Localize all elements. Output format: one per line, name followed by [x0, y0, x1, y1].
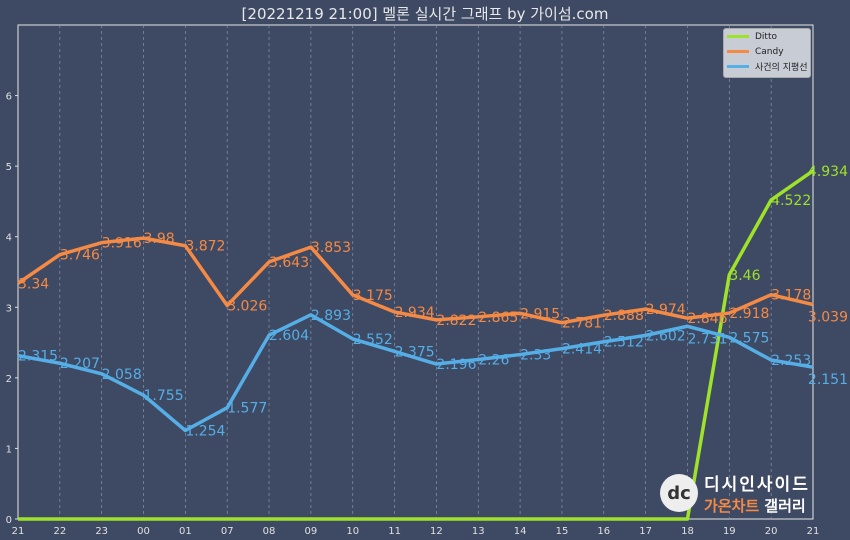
data-label: 2.822 [436, 313, 476, 329]
data-label: 1.755 [144, 388, 184, 404]
data-label: 3.34 [18, 276, 49, 292]
data-label: 2.253 [771, 353, 811, 369]
x-tick-label: 14 [514, 526, 527, 537]
x-tick-label: 21 [807, 526, 820, 537]
data-label: 2.151 [808, 372, 848, 388]
watermark-line2b: 갤러리 [764, 497, 806, 515]
x-tick-label: 08 [263, 526, 276, 537]
data-label: 2.375 [395, 344, 435, 360]
x-tick-label: 22 [53, 526, 66, 537]
data-label: 2.058 [102, 367, 142, 383]
legend-swatch [727, 65, 749, 68]
data-label: 2.207 [60, 356, 100, 372]
data-label: 3.853 [311, 240, 351, 256]
data-label: 3.026 [227, 298, 267, 314]
legend-item: Candy [724, 44, 810, 59]
legend-label: 사건의 지평선 [755, 63, 808, 73]
dc-logo: dc [660, 474, 698, 512]
data-label: 2.602 [646, 328, 686, 344]
data-label: 2.552 [353, 332, 393, 348]
data-label: 2.196 [436, 357, 476, 373]
y-tick-label: 2 [6, 374, 12, 385]
data-label: 2.974 [646, 302, 686, 318]
data-label: 2.604 [269, 328, 309, 344]
chart-title: [20221219 21:00] 멜론 실시간 그래프 by 가이섬.com [241, 5, 609, 23]
data-label: 3.916 [102, 236, 142, 252]
legend-swatch [727, 50, 749, 53]
legend-label: Ditto [755, 31, 777, 42]
x-tick-label: 18 [681, 526, 694, 537]
legend-item: Ditto [724, 29, 810, 44]
data-label: 2.934 [395, 305, 435, 321]
data-label: 3.872 [185, 239, 225, 255]
data-label: 1.577 [227, 401, 267, 417]
data-label: 2.414 [562, 342, 602, 358]
x-tick-label: 11 [388, 526, 401, 537]
data-label: 2.865 [478, 310, 518, 326]
y-tick-label: 0 [6, 515, 12, 526]
x-tick-label: 00 [137, 526, 150, 537]
data-label: 3.178 [771, 288, 811, 304]
data-label: 1.254 [185, 424, 225, 440]
data-label: 2.575 [729, 330, 769, 346]
data-label: 3.46 [729, 268, 760, 284]
y-tick-label: 6 [6, 92, 12, 103]
data-label: 2.915 [520, 306, 560, 322]
data-label: 2.33 [520, 348, 551, 364]
data-label: 4.934 [808, 164, 848, 180]
data-label: 2.315 [18, 349, 58, 365]
legend-swatch [727, 35, 749, 38]
legend-item: 사건의 지평선 [724, 59, 810, 74]
x-tick-label: 12 [430, 526, 443, 537]
x-tick-label: 23 [95, 526, 108, 537]
plot-frame [17, 24, 814, 520]
series-line-사건의 지평선 [17, 313, 814, 433]
series-line-Candy [17, 236, 814, 325]
data-label: 3.98 [144, 231, 175, 247]
data-label: 2.731 [687, 331, 727, 347]
legend-label: Candy [755, 46, 784, 57]
watermark: dc 디시인사이드 가온차트 갤러리 [660, 470, 810, 516]
series-line-Ditto [18, 169, 814, 521]
data-label: 3.175 [353, 288, 393, 304]
data-label: 2.26 [478, 353, 509, 369]
data-label: 3.039 [808, 310, 848, 326]
x-tick-label: 09 [305, 526, 318, 537]
y-tick-label: 5 [6, 162, 12, 173]
data-label: 3.643 [269, 255, 309, 271]
x-tick-label: 21 [12, 526, 25, 537]
x-tick-label: 01 [179, 526, 192, 537]
data-label: 2.893 [311, 308, 351, 324]
data-label: 2.918 [729, 306, 769, 322]
x-tick-label: 10 [346, 526, 359, 537]
watermark-line2a: 가온차트 [704, 497, 760, 515]
y-tick-label: 1 [6, 444, 12, 455]
data-label: 2.512 [604, 335, 644, 351]
y-tick-label: 4 [6, 233, 12, 244]
data-label: 2.846 [687, 311, 727, 327]
y-tick-label: 3 [6, 303, 12, 314]
x-tick-label: 20 [765, 526, 778, 537]
x-tick-label: 19 [723, 526, 736, 537]
legend: Ditto Candy 사건의 지평선 [723, 28, 811, 78]
watermark-line1: 디시인사이드 [704, 475, 810, 495]
data-label: 2.888 [604, 308, 644, 324]
data-label: 2.781 [562, 316, 602, 332]
x-tick-label: 13 [472, 526, 485, 537]
x-tick-label: 07 [221, 526, 234, 537]
x-tick-label: 15 [556, 526, 569, 537]
x-tick-label: 17 [639, 526, 652, 537]
x-tick-label: 16 [597, 526, 610, 537]
data-label: 3.746 [60, 248, 100, 264]
data-label: 4.522 [771, 193, 811, 209]
